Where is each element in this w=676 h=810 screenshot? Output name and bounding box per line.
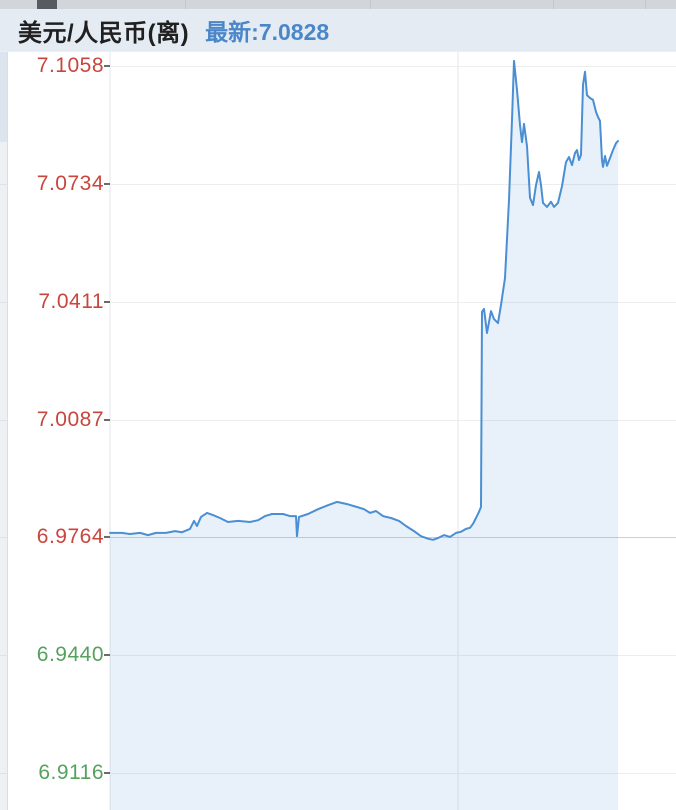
top-strip-separator xyxy=(645,0,646,9)
top-strip-separator xyxy=(185,0,186,9)
instrument-title: 美元/人民币(离) xyxy=(18,19,190,47)
latest-value: 7.0828 xyxy=(258,19,330,45)
latest-separator: : xyxy=(251,19,259,45)
y-axis-tick-mark xyxy=(104,183,110,185)
quote-header: 美元/人民币(离) 最新:7.0828 xyxy=(0,9,676,52)
y-axis-tick-mark xyxy=(104,419,110,421)
adjacent-panel-edge xyxy=(0,9,8,810)
y-axis-tick-mark xyxy=(104,65,110,67)
y-axis-tick-mark xyxy=(104,301,110,303)
y-axis-tick-mark xyxy=(104,654,110,656)
y-axis-tick-mark xyxy=(104,536,110,538)
window-top-strip xyxy=(0,0,676,9)
top-strip-separator xyxy=(370,0,371,9)
latest-label: 最新 xyxy=(205,19,252,45)
price-line xyxy=(109,59,619,541)
window-top-tab xyxy=(37,0,57,9)
top-strip-separator xyxy=(553,0,554,9)
latest-quote: 最新:7.0828 xyxy=(205,13,329,47)
price-area-fill xyxy=(110,60,618,810)
y-axis-tick-mark xyxy=(104,772,110,774)
